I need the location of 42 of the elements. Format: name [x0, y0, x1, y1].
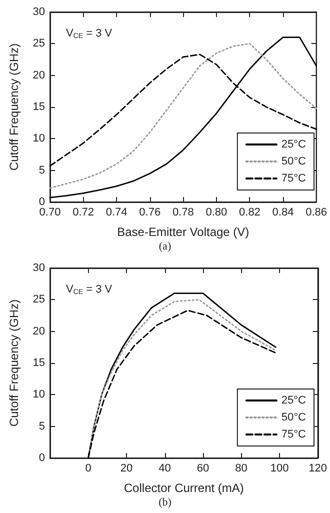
x-tick-label: 40: [158, 462, 171, 474]
y-tick-label: 5: [38, 164, 45, 176]
text: (a): [158, 240, 172, 252]
x-tick-label: 0.72: [72, 206, 94, 218]
y-axis-title: Cutoff Frequency (GHz): [7, 43, 21, 171]
x-tick-label: 0.80: [206, 206, 228, 218]
x-tick-label: 120: [308, 462, 328, 474]
legend-label: 50°C: [281, 156, 306, 168]
y-axis-title: Cutoff Frequency (GHz): [7, 299, 21, 427]
y-tick-label: 10: [32, 132, 45, 145]
x-tick-label: 0.86: [306, 206, 328, 218]
legend-label: 75°C: [281, 172, 306, 184]
x-tick-label: 80: [235, 462, 248, 474]
legend-label: 50°C: [281, 412, 306, 424]
y-tick-label: 20: [32, 69, 45, 82]
legend-label: 25°C: [281, 138, 306, 150]
x-tick-label: 0.74: [106, 206, 128, 218]
x-axis-title: Base-Emitter Voltage (V): [117, 225, 250, 239]
y-tick-label: 15: [32, 357, 45, 369]
x-tick-label: 0.78: [172, 206, 194, 218]
text: (b): [158, 496, 172, 508]
x-tick-label: 0.70: [39, 206, 61, 218]
y-tick-label: 20: [32, 325, 45, 338]
x-tick-label: 100: [270, 462, 289, 474]
y-tick-label: 30: [32, 6, 45, 18]
x-tick-label: 0.76: [139, 206, 161, 218]
legend-label: 25°C: [281, 394, 306, 406]
x-axis-title: Collector Current (mA): [124, 481, 244, 495]
y-tick-label: 25: [32, 294, 45, 306]
x-tick-label: 20: [120, 462, 133, 474]
y-tick-label: 10: [32, 388, 45, 401]
y-tick-label: 0: [38, 196, 45, 208]
legend-label: 75°C: [281, 428, 306, 440]
x-tick-label: 0: [85, 462, 92, 474]
y-tick-label: 15: [32, 101, 45, 113]
y-tick-label: 0: [38, 452, 45, 464]
y-tick-label: 25: [32, 38, 45, 50]
x-tick-label: 0.84: [272, 206, 294, 218]
y-tick-label: 30: [32, 262, 45, 274]
y-tick-label: 5: [38, 420, 45, 432]
x-tick-label: 60: [196, 462, 210, 474]
x-tick-label: 0.82: [239, 206, 260, 218]
